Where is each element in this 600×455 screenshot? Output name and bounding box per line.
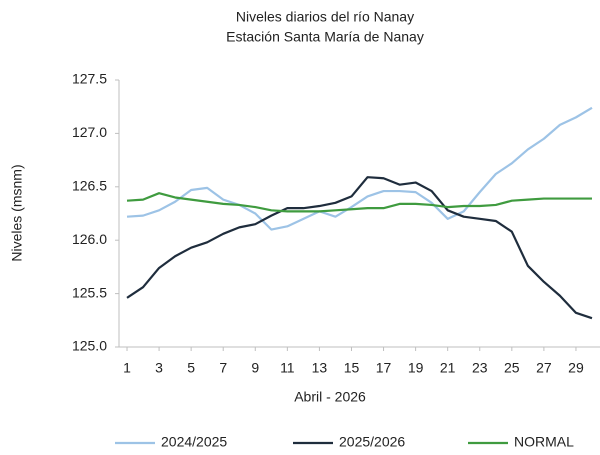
- x-tick-label: 19: [408, 360, 424, 376]
- x-tick-label: 23: [472, 360, 488, 376]
- y-tick-label: 125.0: [72, 338, 107, 354]
- x-tick-label: 7: [219, 360, 227, 376]
- x-tick-label: 15: [344, 360, 360, 376]
- series-line: [126, 106, 593, 231]
- x-tick-label: 1: [123, 360, 131, 376]
- x-tick-label: 29: [568, 360, 584, 376]
- chart-subtitle: Estación Santa María de Nanay: [226, 29, 424, 45]
- x-axis-label: Abril - 2026: [294, 389, 366, 405]
- x-tick-label: 5: [187, 360, 195, 376]
- series-line: [126, 192, 592, 213]
- y-tick-label: 125.5: [72, 284, 107, 300]
- x-tick-label: 11: [280, 360, 295, 376]
- y-tick-label: 126.5: [72, 178, 107, 194]
- y-tick-label: 127.5: [72, 71, 107, 87]
- x-tick-label: 13: [312, 360, 328, 376]
- y-tick-label: 127.0: [72, 124, 107, 140]
- x-tick-label: 21: [440, 360, 456, 376]
- legend-label: 2025/2026: [339, 434, 405, 450]
- x-tick-label: 9: [251, 360, 259, 376]
- legend-label: NORMAL: [514, 434, 574, 450]
- y-axis-label: Niveles (msnm): [9, 164, 25, 261]
- x-tick-label: 17: [376, 360, 392, 376]
- y-tick-label: 126.0: [72, 231, 107, 247]
- x-tick-label: 27: [536, 360, 552, 376]
- x-tick-label: 3: [155, 360, 163, 376]
- chart-title: Niveles diarios del río Nanay: [236, 9, 414, 25]
- series-line: [126, 176, 593, 320]
- x-tick-label: 25: [504, 360, 520, 376]
- legend-label: 2024/2025: [161, 434, 227, 450]
